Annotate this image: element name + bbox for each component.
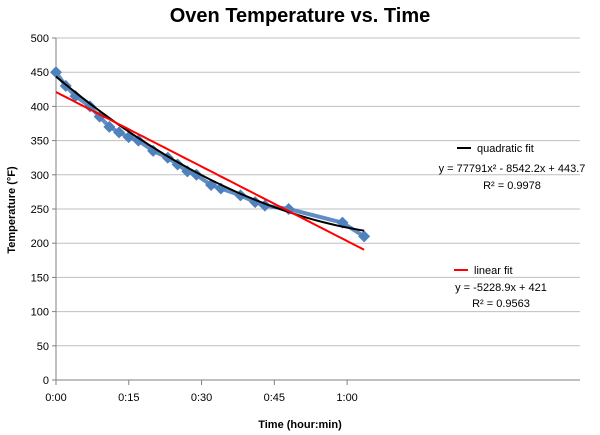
quadratic-r2: R² = 0.9978: [483, 180, 541, 192]
data-point: [171, 158, 184, 171]
data-point: [50, 66, 62, 79]
y-tick-label: 500: [31, 33, 49, 45]
legend-quadratic-fit: quadratic fit y = 77791x² - 8542.2x + 44…: [439, 143, 586, 192]
data-point: [358, 230, 371, 243]
y-tick-label: 0: [43, 375, 49, 387]
y-tick-label: 450: [31, 67, 49, 79]
data-point: [132, 134, 145, 147]
linear-fit-line: [55, 91, 365, 251]
y-tick-label: 100: [31, 307, 49, 319]
y-tick-label: 250: [31, 204, 49, 216]
y-tick-label: 200: [31, 238, 49, 250]
data-point: [113, 126, 126, 139]
linear-equation: y = -5228.9x + 421: [455, 282, 547, 294]
y-tick-label: 400: [31, 101, 49, 113]
y-tick-label: 300: [31, 170, 49, 182]
x-tick-label: 0:00: [45, 392, 66, 404]
x-tick-label: 0:15: [118, 392, 139, 404]
y-tick-label: 50: [37, 341, 49, 353]
y-tick-label: 350: [31, 136, 49, 148]
x-tick-label: 1:00: [336, 392, 357, 404]
quadratic-equation: y = 77791x² - 8542.2x + 443.7: [439, 163, 586, 175]
x-tick-label: 0:45: [264, 392, 285, 404]
data-point: [147, 144, 160, 157]
chart-title: Oven Temperature vs. Time: [170, 5, 430, 27]
legend-linear-fit: linear fit y = -5228.9x + 421 R² = 0.956…: [454, 265, 547, 310]
x-axis-label: Time (hour:min): [258, 419, 342, 431]
y-tick-labels: 0 50 100 150 200 250 300 350 400 450 500: [31, 33, 49, 387]
series-line: [54, 71, 366, 239]
y-axis-label: Temperature (°F): [6, 166, 18, 254]
data-series: [50, 66, 371, 243]
axes: [52, 37, 580, 385]
legend-label-linear: linear fit: [474, 265, 513, 277]
data-point: [69, 90, 82, 103]
trendlines: [55, 75, 365, 251]
data-point: [83, 100, 96, 113]
x-tick-labels: 0:00 0:15 0:30 0:45 1:00: [45, 392, 358, 404]
linear-r2: R² = 0.9563: [472, 298, 530, 310]
y-tick-label: 150: [31, 272, 49, 284]
quadratic-fit-line: [55, 75, 365, 232]
x-tick-label: 0:30: [191, 392, 212, 404]
legend-label-quadratic: quadratic fit: [477, 143, 534, 155]
data-point: [103, 120, 116, 133]
